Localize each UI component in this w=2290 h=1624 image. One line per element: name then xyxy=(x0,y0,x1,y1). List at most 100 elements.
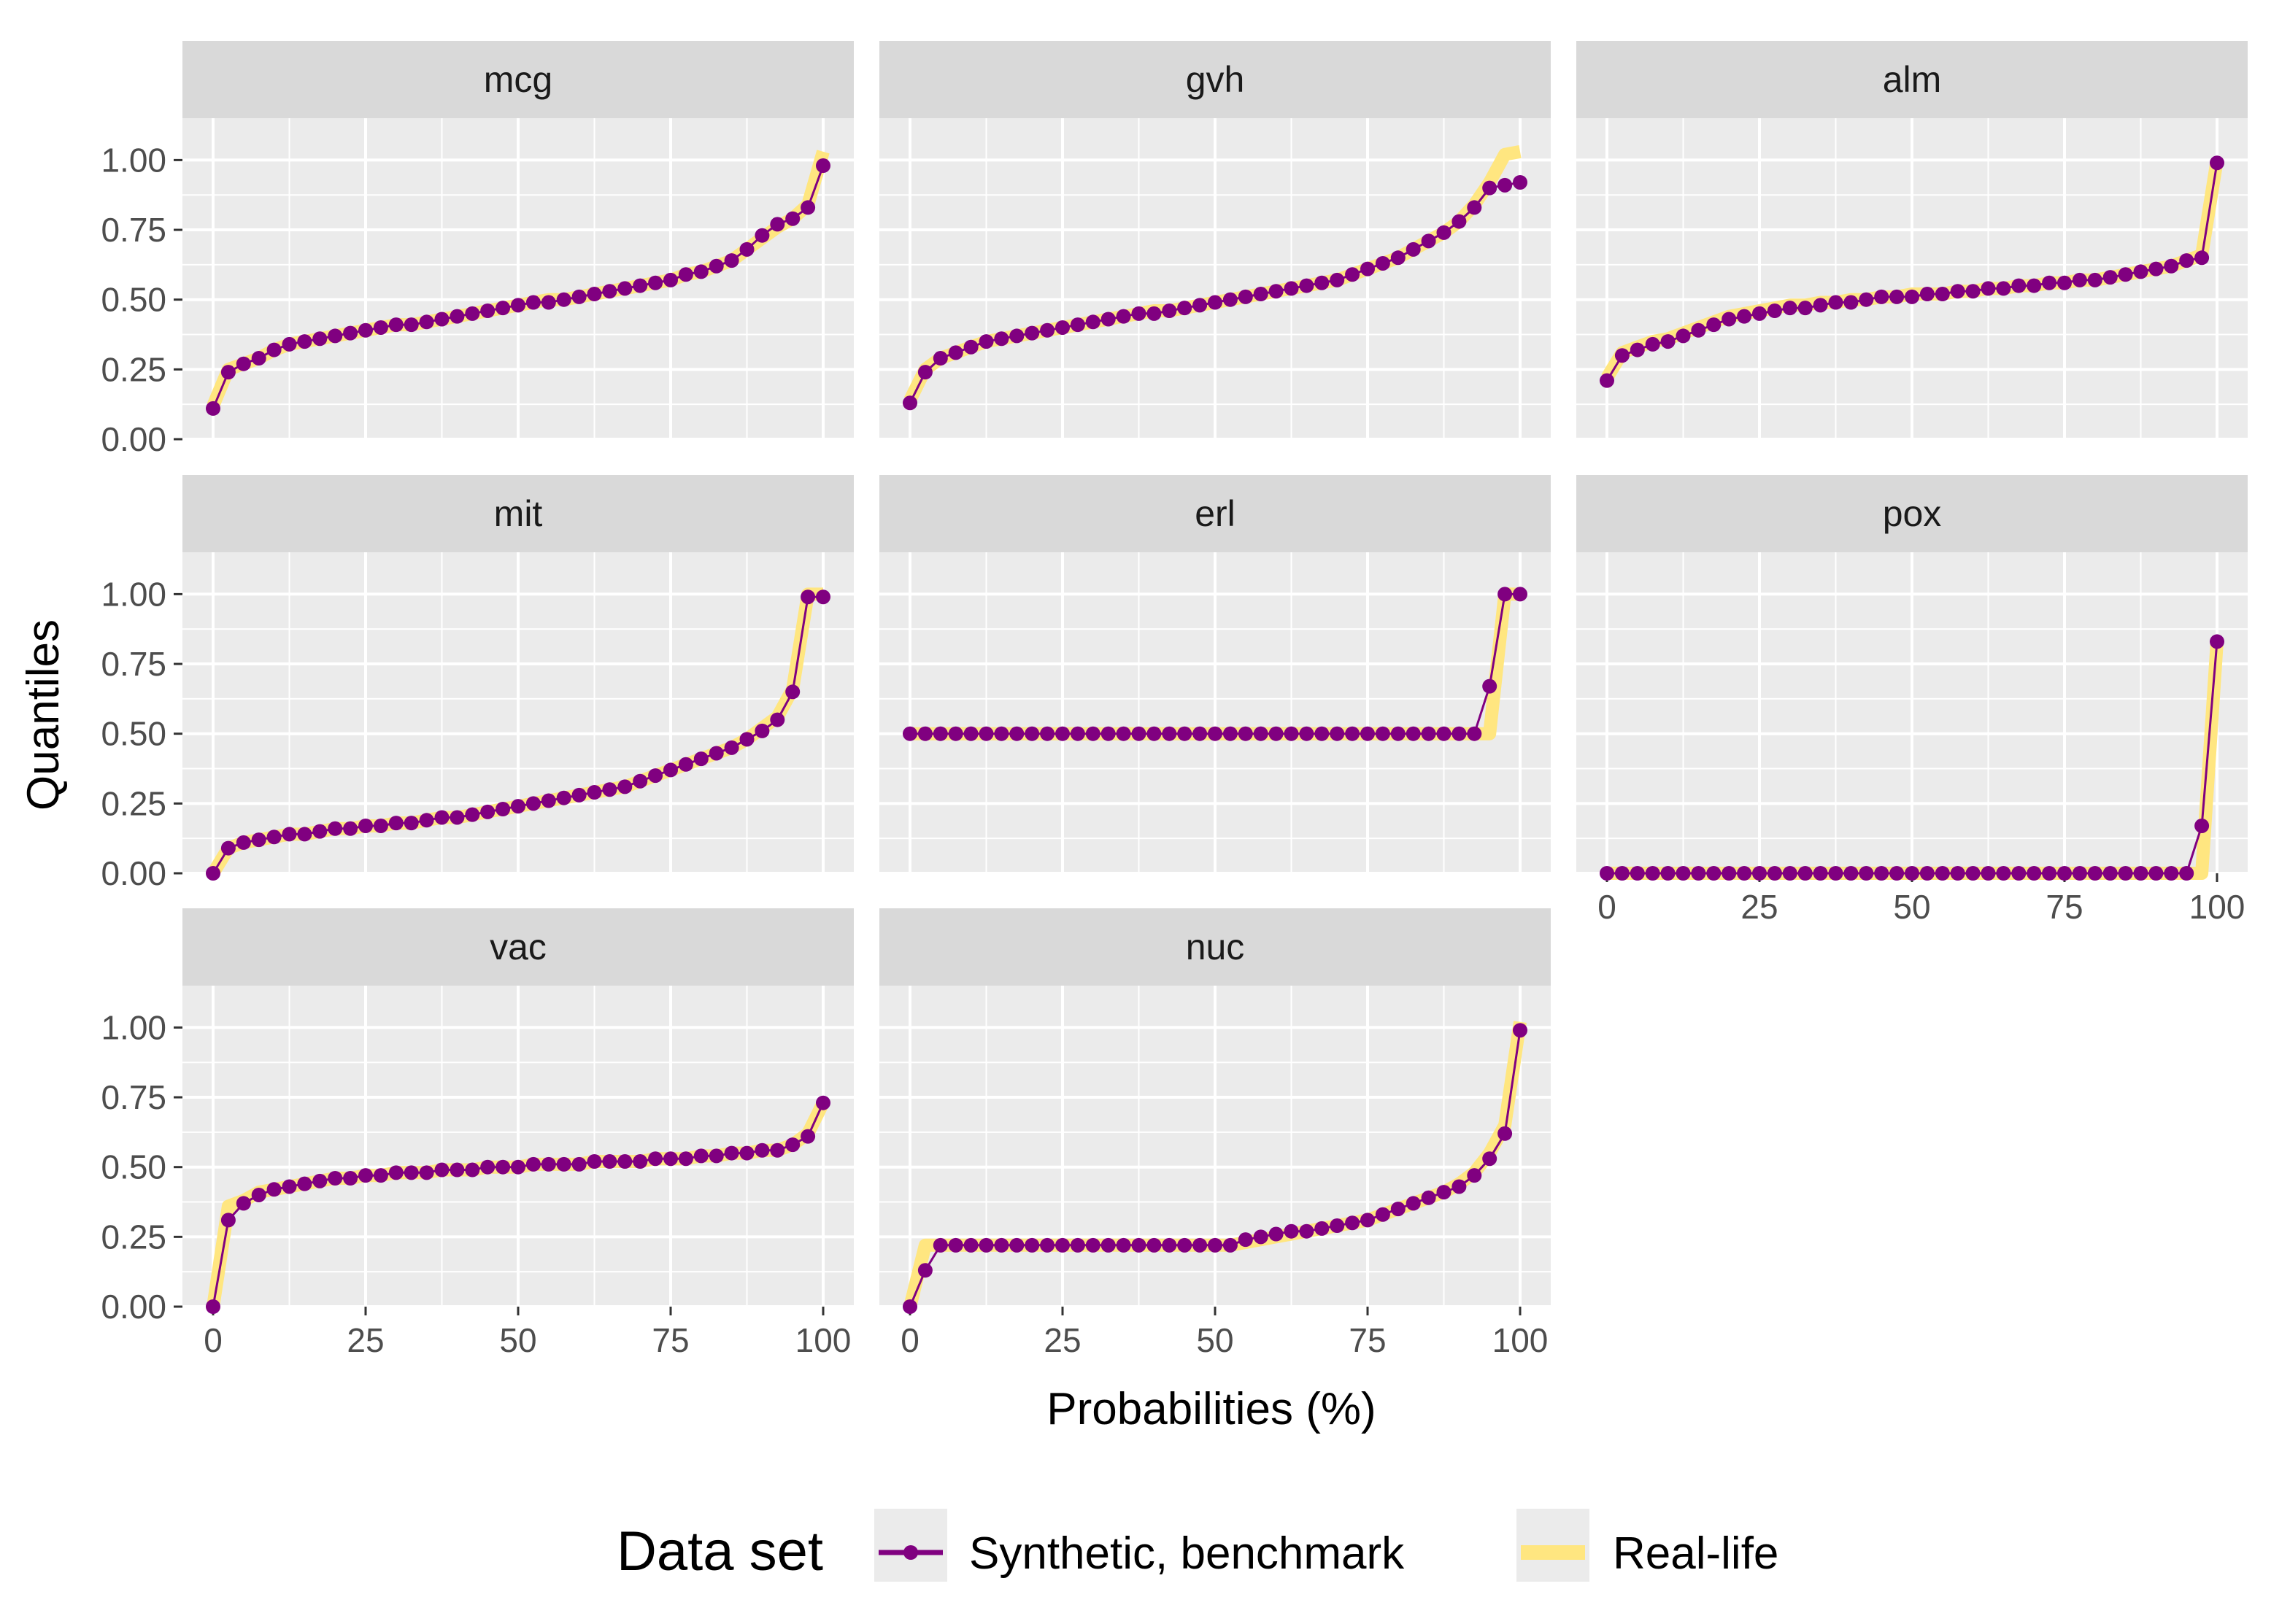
synthetic-point xyxy=(1737,866,1752,881)
panel-title-gvh: gvh xyxy=(1186,59,1245,100)
x-tick-label: 75 xyxy=(652,1321,689,1359)
synthetic-point xyxy=(358,818,373,833)
synthetic-point xyxy=(373,1168,388,1183)
synthetic-point xyxy=(1330,1218,1345,1234)
synthetic-point xyxy=(1482,180,1497,196)
synthetic-point xyxy=(770,217,785,232)
synthetic-point xyxy=(2072,272,2087,287)
synthetic-point xyxy=(525,1156,541,1172)
synthetic-point xyxy=(1345,726,1360,741)
synthetic-point xyxy=(1025,1237,1040,1253)
synthetic-point xyxy=(1009,328,1025,344)
panel-title-alm: alm xyxy=(1883,59,1942,100)
synthetic-point xyxy=(1192,1237,1208,1253)
synthetic-point xyxy=(1782,866,1797,881)
x-tick-label: 75 xyxy=(2046,888,2083,926)
synthetic-point xyxy=(1253,726,1268,741)
synthetic-point xyxy=(541,1156,556,1172)
synthetic-point xyxy=(388,1165,404,1180)
synthetic-point xyxy=(220,840,236,856)
synthetic-point xyxy=(663,272,678,287)
synthetic-point xyxy=(1162,1237,1177,1253)
synthetic-point xyxy=(282,1179,297,1194)
synthetic-point xyxy=(1238,726,1253,741)
synthetic-point xyxy=(1905,866,1919,881)
synthetic-point xyxy=(1452,214,1467,229)
synthetic-point xyxy=(979,334,994,349)
synthetic-point xyxy=(251,832,266,848)
synthetic-point xyxy=(496,301,511,316)
synthetic-point xyxy=(1828,866,1843,881)
synthetic-point xyxy=(450,309,465,324)
synthetic-point xyxy=(1843,866,1859,881)
synthetic-point xyxy=(266,1182,282,1197)
synthetic-point xyxy=(1222,1237,1238,1253)
x-axis-title: Probabilities (%) xyxy=(1046,1384,1376,1434)
synthetic-point xyxy=(1676,866,1691,881)
synthetic-point xyxy=(1131,306,1146,321)
panel-title-pox: pox xyxy=(1883,493,1942,534)
synthetic-point xyxy=(1406,241,1421,257)
panel-nuc: nuc 0 25 50 75 100 xyxy=(879,908,1551,1359)
synthetic-point xyxy=(511,1159,525,1175)
synthetic-point xyxy=(1085,314,1100,330)
synthetic-point xyxy=(2133,866,2148,881)
synthetic-point xyxy=(587,785,602,800)
synthetic-point xyxy=(511,298,525,313)
synthetic-point xyxy=(1452,1179,1467,1194)
synthetic-point xyxy=(602,782,617,797)
synthetic-point xyxy=(1299,726,1314,741)
synthetic-point xyxy=(1162,303,1177,318)
synthetic-point xyxy=(220,365,236,380)
synthetic-point xyxy=(328,1171,343,1186)
synthetic-point xyxy=(525,796,541,811)
panel-strip-gvh xyxy=(879,41,1551,118)
synthetic-point xyxy=(785,211,801,226)
panel-strip-erl xyxy=(879,475,1551,552)
panel-strip-pox xyxy=(1576,475,2248,552)
synthetic-point xyxy=(2118,267,2133,282)
synthetic-point xyxy=(1859,292,1874,307)
synthetic-point xyxy=(1965,866,1981,881)
synthetic-point xyxy=(251,1187,266,1202)
synthetic-point xyxy=(297,827,312,842)
synthetic-point xyxy=(1330,272,1345,287)
panel-erl: erl xyxy=(879,475,1551,875)
synthetic-point xyxy=(1981,281,1996,296)
synthetic-point xyxy=(1390,726,1406,741)
synthetic-point xyxy=(917,1263,933,1278)
x-tick-label: 50 xyxy=(1196,1321,1233,1359)
synthetic-point xyxy=(1070,1237,1085,1253)
synthetic-point xyxy=(1299,1223,1314,1239)
synthetic-point xyxy=(1645,866,1660,881)
synthetic-point xyxy=(2133,264,2148,279)
synthetic-point xyxy=(266,342,282,357)
synthetic-point xyxy=(373,818,388,833)
panel-gvh: gvh xyxy=(879,41,1551,441)
synthetic-point xyxy=(1797,866,1813,881)
synthetic-point xyxy=(633,773,648,789)
synthetic-point xyxy=(496,802,511,816)
panel-mit: mit 0.00 0.25 0.50 0.75 1.00 xyxy=(101,475,854,892)
y-tick-label: 0.25 xyxy=(101,350,166,388)
synthetic-point xyxy=(556,292,571,307)
panel-strip-mit xyxy=(182,475,854,552)
synthetic-point xyxy=(1360,261,1375,277)
synthetic-point xyxy=(963,339,979,355)
synthetic-point xyxy=(963,1237,979,1253)
synthetic-point xyxy=(633,278,648,293)
synthetic-point xyxy=(917,365,933,380)
synthetic-point xyxy=(1055,320,1070,335)
synthetic-point xyxy=(1497,1126,1513,1141)
synthetic-point xyxy=(801,200,816,215)
panel-strip-nuc xyxy=(879,908,1551,986)
synthetic-point xyxy=(1040,1237,1055,1253)
synthetic-point xyxy=(2057,866,2072,881)
synthetic-point xyxy=(1421,726,1436,741)
y-tick-label: 0.75 xyxy=(101,211,166,249)
synthetic-point xyxy=(1843,295,1859,310)
y-tick-label: 0.25 xyxy=(101,784,166,822)
panel-title-erl: erl xyxy=(1195,493,1235,534)
synthetic-point xyxy=(1345,1215,1360,1231)
synthetic-point xyxy=(770,712,785,727)
